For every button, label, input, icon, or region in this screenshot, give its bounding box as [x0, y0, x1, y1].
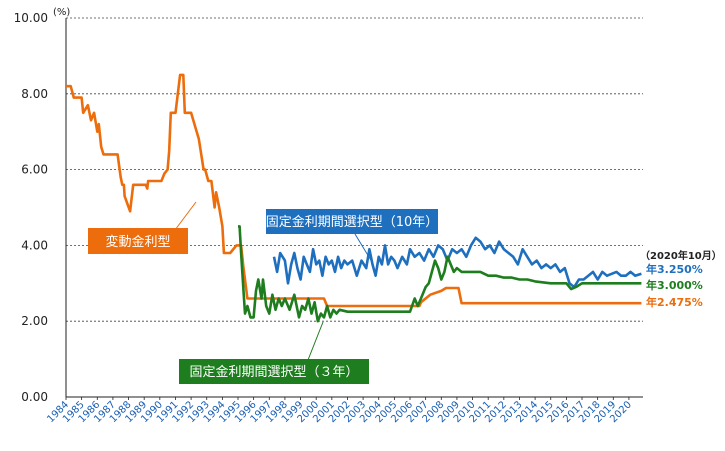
- callout-fixed10-label: 固定金利期間選択型（10年）: [266, 214, 439, 230]
- grid: [66, 17, 643, 322]
- y-tick-label: 2.00: [21, 314, 48, 328]
- series-lines: [66, 73, 642, 323]
- y-tick-label: 4.00: [21, 238, 48, 252]
- y-tick-label: 6.00: [21, 163, 48, 177]
- y-tick-label: 0.00: [21, 390, 48, 404]
- callout-variable: 変動金利型: [88, 201, 197, 254]
- y-tick-label: 10.00: [14, 11, 48, 25]
- callout-fixed3: 固定金利期間選択型（３年）: [179, 321, 369, 384]
- series-line: [66, 73, 642, 308]
- series-end-label: 年2.475%: [646, 295, 703, 309]
- callout-fixed3-box: [179, 359, 369, 384]
- series-line: [238, 225, 642, 323]
- y-tick-labels: 0.00 2.00 4.00 6.00 8.00 10.00: [14, 11, 48, 404]
- y-tick-label: 8.00: [21, 87, 48, 101]
- callout-variable-label: 変動金利型: [105, 234, 170, 250]
- end-labels: 年2.475% 年3.250% 年3.000%: [646, 262, 703, 309]
- callout-fixed10-box: [266, 209, 438, 234]
- axes: [65, 18, 643, 398]
- series-end-label: 年3.000%: [646, 278, 703, 292]
- series-line: [272, 236, 642, 289]
- callout-variable-box: [88, 228, 188, 254]
- callout-fixed3-leader: [307, 321, 324, 361]
- callout-fixed3-label: 固定金利期間選択型（３年）: [189, 364, 358, 380]
- series-end-label: 年3.250%: [646, 262, 703, 276]
- y-axis-unit: (%): [53, 7, 70, 18]
- x-tick-labels: 1984198519861987198819891990199119921993…: [45, 397, 634, 425]
- callout-fixed10: 固定金利期間選択型（10年）: [266, 209, 439, 263]
- callout-variable-leader: [174, 201, 197, 231]
- date-note: （2020年10月）: [640, 249, 722, 262]
- callout-fixed10-leader: [354, 233, 373, 263]
